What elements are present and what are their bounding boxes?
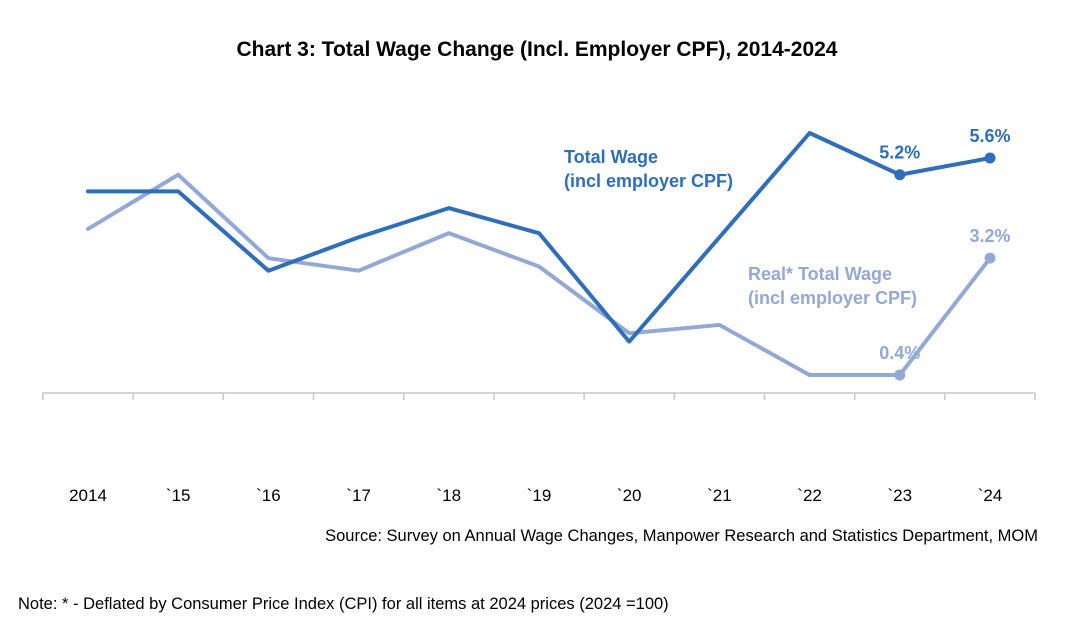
source-note: Source: Survey on Annual Wage Changes, M… [325, 527, 1038, 545]
data-label: 5.6% [969, 126, 1010, 146]
series-line-real-total-wage [86, 172, 992, 377]
x-tick-label: `24 [978, 486, 1003, 505]
data-label: 0.4% [879, 343, 920, 363]
x-tick-label: `22 [797, 486, 822, 505]
chart-title: Chart 3: Total Wage Change (Incl. Employ… [236, 38, 838, 61]
series-label-line: (incl employer CPF) [748, 288, 917, 308]
x-tick-label: `15 [166, 486, 191, 505]
line-chart: 2014 `15 `16 `17 `18 `19 `20 `21 `22 `23 `24 0.4% 3… [42, 126, 1036, 505]
series-label-total-wage: Total Wage (incl employer CPF) [564, 147, 733, 191]
series-label-line: (incl employer CPF) [564, 171, 733, 191]
footnote: Note: * - Deflated by Consumer Price Ind… [18, 595, 669, 613]
x-tick-label: 2014 [69, 486, 107, 505]
x-tick-label: `20 [617, 486, 642, 505]
data-point [894, 369, 906, 381]
data-point [984, 152, 996, 164]
x-tick-label: `19 [527, 486, 552, 505]
x-tick-label: `16 [256, 486, 281, 505]
label-layer: 0.4% 3.2% 5.2% 5.6% Total Wage (incl employer… [564, 126, 1011, 363]
data-label: 3.2% [969, 226, 1010, 246]
x-tick-label: `21 [707, 486, 732, 505]
series-label-line: Total Wage [564, 147, 658, 167]
data-point [984, 252, 996, 264]
series-label-real-total-wage: Real* Total Wage (incl employer CPF) [748, 264, 917, 308]
x-tick-label: `17 [346, 486, 371, 505]
x-axis: 2014 `15 `16 `17 `18 `19 `20 `21 `22 `23 `24 [42, 392, 1036, 505]
series-line-total-wage [86, 131, 992, 344]
series-label-line: Real* Total Wage [748, 264, 892, 284]
x-tick-label: `23 [888, 486, 913, 505]
series-layer [86, 131, 996, 381]
data-point [894, 169, 906, 181]
data-label: 5.2% [879, 143, 920, 163]
x-tick-label: `18 [437, 486, 462, 505]
